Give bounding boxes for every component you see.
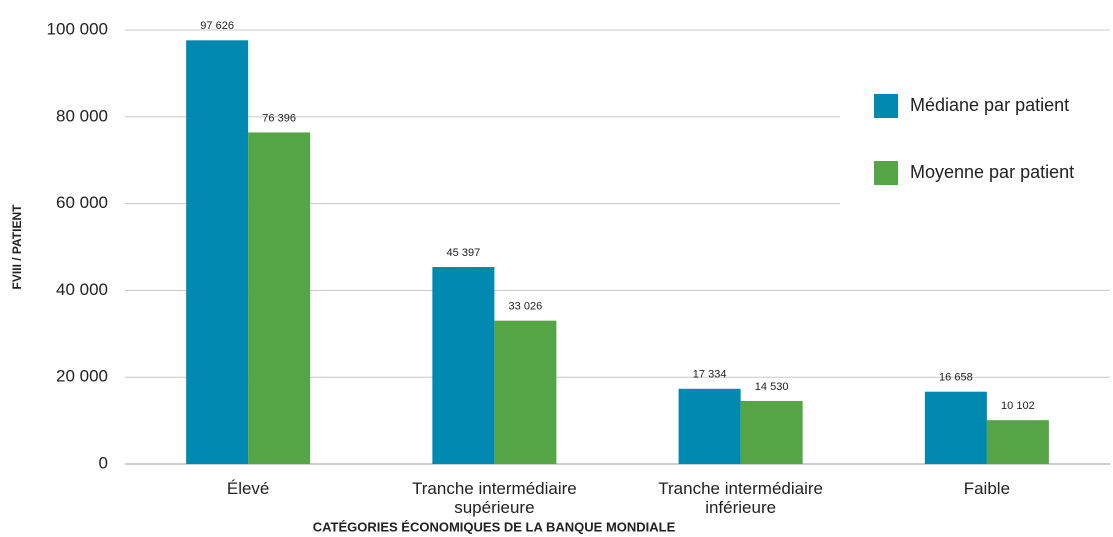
- x-axis-label: CATÉGORIES ÉCONOMIQUES DE LA BANQUE MOND…: [313, 519, 676, 534]
- y-tick-label: 100 000: [47, 19, 108, 38]
- legend-background: [840, 60, 1113, 220]
- bar: [924, 391, 987, 464]
- data-label: 97 626: [200, 20, 234, 32]
- legend-label: Médiane par patient: [910, 95, 1069, 115]
- y-tick-label: 0: [99, 453, 108, 472]
- legend-label: Moyenne par patient: [910, 162, 1074, 182]
- legend-swatch: [874, 161, 898, 185]
- data-label: 33 026: [509, 301, 543, 313]
- bar: [494, 320, 557, 464]
- bar: [248, 132, 311, 465]
- y-tick-label: 20 000: [56, 367, 108, 386]
- x-tick-label: Tranche intermédiaire supérieure: [412, 479, 577, 517]
- data-label: 14 530: [755, 381, 789, 393]
- bar: [678, 388, 741, 464]
- data-label: 10 102: [1001, 400, 1035, 412]
- y-tick-label: 60 000: [56, 193, 108, 212]
- x-tick-label: Élevé: [226, 479, 270, 498]
- bar: [740, 400, 803, 464]
- y-tick-label: 40 000: [56, 280, 108, 299]
- bar: [986, 420, 1049, 464]
- y-tick-label: 80 000: [56, 106, 108, 125]
- data-label: 45 397: [447, 247, 481, 259]
- data-label: 76 396: [262, 112, 296, 124]
- x-tick-label: Faible: [963, 479, 1011, 498]
- data-label: 16 658: [939, 372, 973, 384]
- bar: [186, 40, 249, 464]
- legend-swatch: [874, 94, 898, 118]
- bar: [432, 266, 495, 464]
- x-tick-label: Tranche intermédiaire inférieure: [658, 479, 823, 517]
- data-label: 17 334: [693, 369, 727, 381]
- y-axis-label: FVIII / PATIENT: [10, 204, 24, 290]
